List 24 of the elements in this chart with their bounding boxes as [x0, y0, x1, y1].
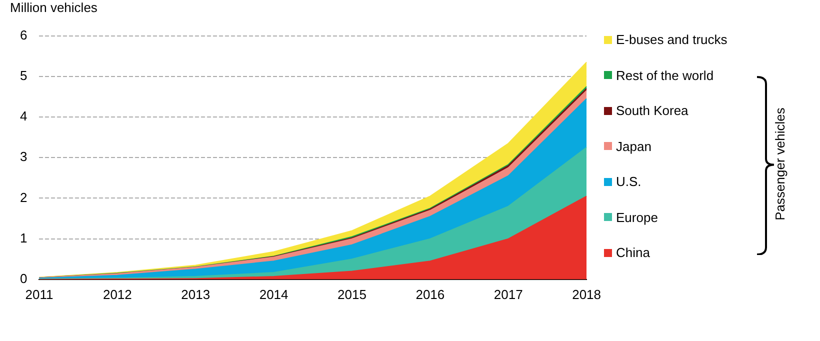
x-tick-label: 2011 — [25, 286, 54, 302]
y-tick-label: 0 — [20, 270, 28, 286]
x-tick-label: 2014 — [259, 286, 288, 302]
legend-label: Rest of the world — [616, 68, 714, 82]
y-tick-label: 1 — [20, 230, 28, 246]
legend-label: E-buses and trucks — [616, 32, 728, 47]
y-tick-label: 4 — [20, 108, 28, 124]
y-tick-label: 3 — [20, 149, 28, 164]
y-axis-title: Million vehicles — [10, 0, 98, 15]
x-tick-label: 2017 — [494, 286, 523, 302]
x-tick-label: 2015 — [338, 286, 366, 302]
legend-label: U.S. — [616, 174, 642, 189]
legend-label: South Korea — [616, 103, 688, 118]
legend-label: Europe — [616, 210, 658, 224]
y-tick-label: 5 — [20, 68, 28, 83]
y-tick-label: 6 — [20, 27, 28, 42]
legend-label: China — [616, 245, 650, 260]
legend-label: Japan — [616, 138, 652, 154]
x-tick-label: 2013 — [181, 286, 210, 302]
x-tick-label: 2012 — [102, 286, 132, 302]
x-tick-label: 2016 — [416, 286, 445, 302]
x-tick-label: 2018 — [572, 286, 601, 302]
y-tick-label: 2 — [20, 190, 28, 205]
text: Passenger vehicles — [772, 108, 788, 221]
